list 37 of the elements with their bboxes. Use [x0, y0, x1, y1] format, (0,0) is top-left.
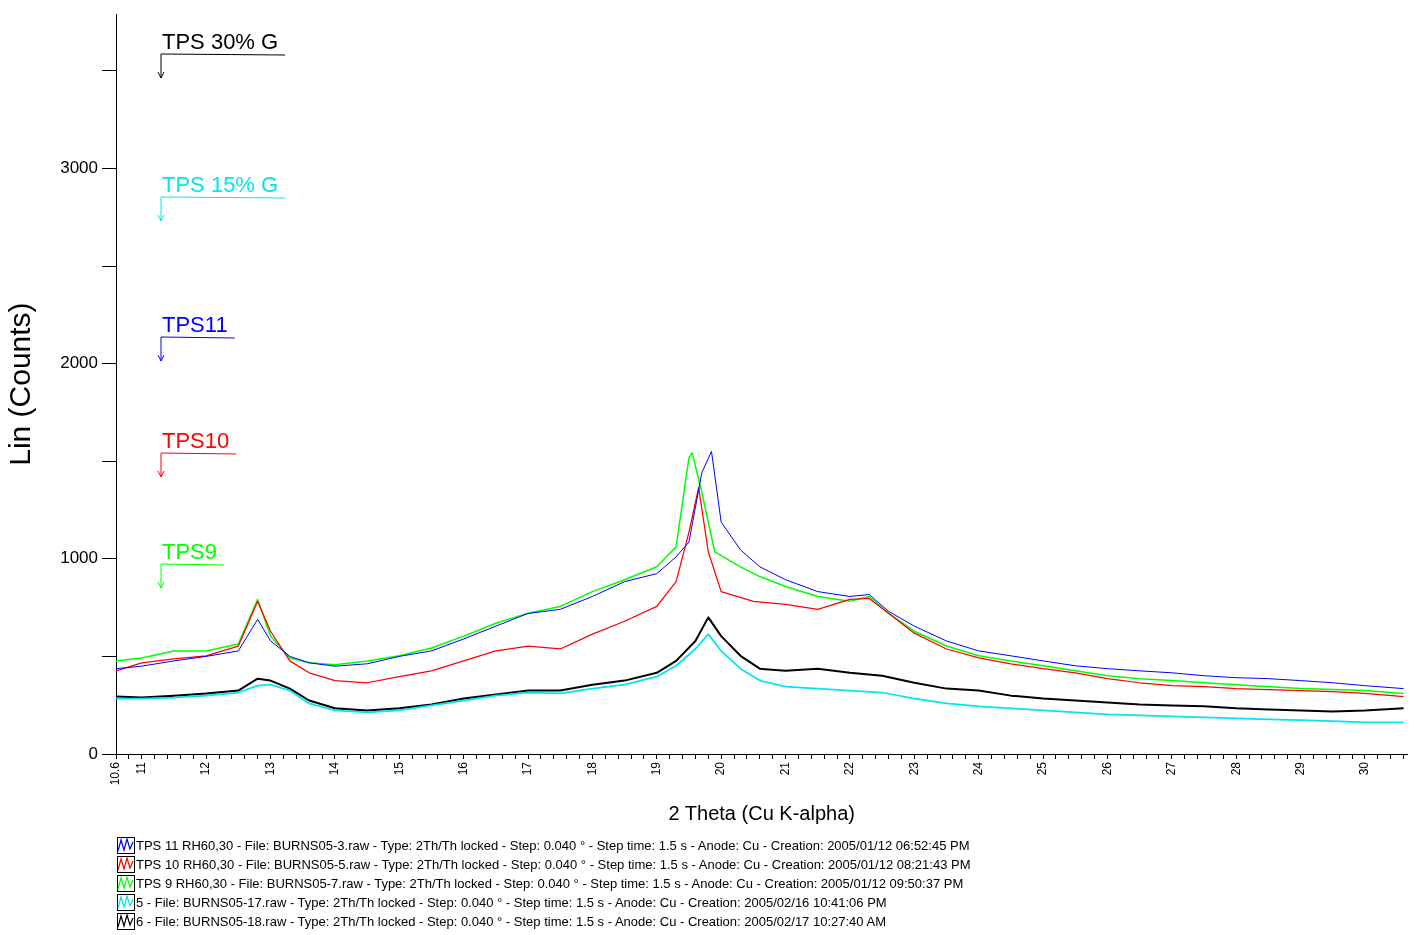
x-tick-label: 21	[777, 761, 792, 776]
y-tick-label: 1000	[60, 548, 98, 568]
x-tick-label: 22	[842, 761, 857, 776]
x-tick-label: 29	[1292, 761, 1307, 776]
x-tick-label: 19	[649, 761, 664, 776]
x-tick-label: 16	[455, 761, 470, 776]
x-tick-label: 30	[1357, 761, 1372, 776]
y-axis-title: Lin (Counts)	[3, 302, 37, 466]
legend-label: TPS 11 RH60,30 - File: BURNS05-3.raw - Type: 2Th/Th locked - Step: 0.040 ° - Step time: 1.5 s - Anode: Cu - Creation: 2005/01/12 06:52:45 PM	[136, 838, 970, 853]
x-tick-label: 25	[1035, 761, 1050, 776]
annotation: TPS 30% G	[162, 29, 279, 54]
x-tick-label: 13	[262, 761, 277, 776]
x-axis-title: 2 Theta (Cu K-alpha)	[668, 801, 855, 824]
x-tick-label: 20	[713, 761, 728, 776]
x-tick-label: 15	[391, 761, 406, 776]
annotation: TPS9	[162, 539, 218, 564]
x-tick-label: 11	[134, 761, 149, 775]
y-tick-label: 0	[88, 743, 98, 763]
x-tick-label: 23	[906, 761, 921, 776]
legend-label: 5 - File: BURNS05-17.raw - Type: 2Th/Th locked - Step: 0.040 ° - Step time: 1.5 s - Anode: Cu - Creation: 2005/02/16 10:41:06 PM	[136, 895, 887, 910]
y-tick-label: 2000	[60, 353, 98, 373]
x-tick-label: 26	[1099, 761, 1114, 776]
x-tick-label: 14	[327, 761, 342, 776]
annotation: TPS11	[162, 312, 228, 337]
x-tick-label: 28	[1228, 761, 1243, 776]
x-tick-label: 18	[584, 761, 599, 776]
legend-label: 6 - File: BURNS05-18.raw - Type: 2Th/Th locked - Step: 0.040 ° - Step time: 1.5 s - Anode: Cu - Creation: 2005/02/17 10:27:40 AM	[136, 914, 886, 929]
legend-label: TPS 9 RH60,30 - File: BURNS05-7.raw - Type: 2Th/Th locked - Step: 0.040 ° - Step time: 1.5 s - Anode: Cu - Creation: 2005/01/12 09:50:37 PM	[136, 876, 964, 891]
x-tick-label: 24	[971, 761, 985, 776]
y-tick-label: 3000	[60, 158, 98, 178]
annotation: TPS 15% G	[162, 172, 279, 197]
x-tick-label: 17	[520, 761, 535, 776]
x-tick-label: 12	[198, 761, 213, 776]
legend-label: TPS 10 RH60,30 - File: BURNS05-5.raw - Type: 2Th/Th locked - Step: 0.040 ° - Step time: 1.5 s - Anode: Cu - Creation: 2005/01/12 08:21:43 PM	[136, 857, 971, 872]
x-tick-label: 27	[1164, 761, 1179, 776]
x-tick-label: 10.6	[108, 761, 123, 786]
annotation: TPS10	[162, 428, 230, 453]
